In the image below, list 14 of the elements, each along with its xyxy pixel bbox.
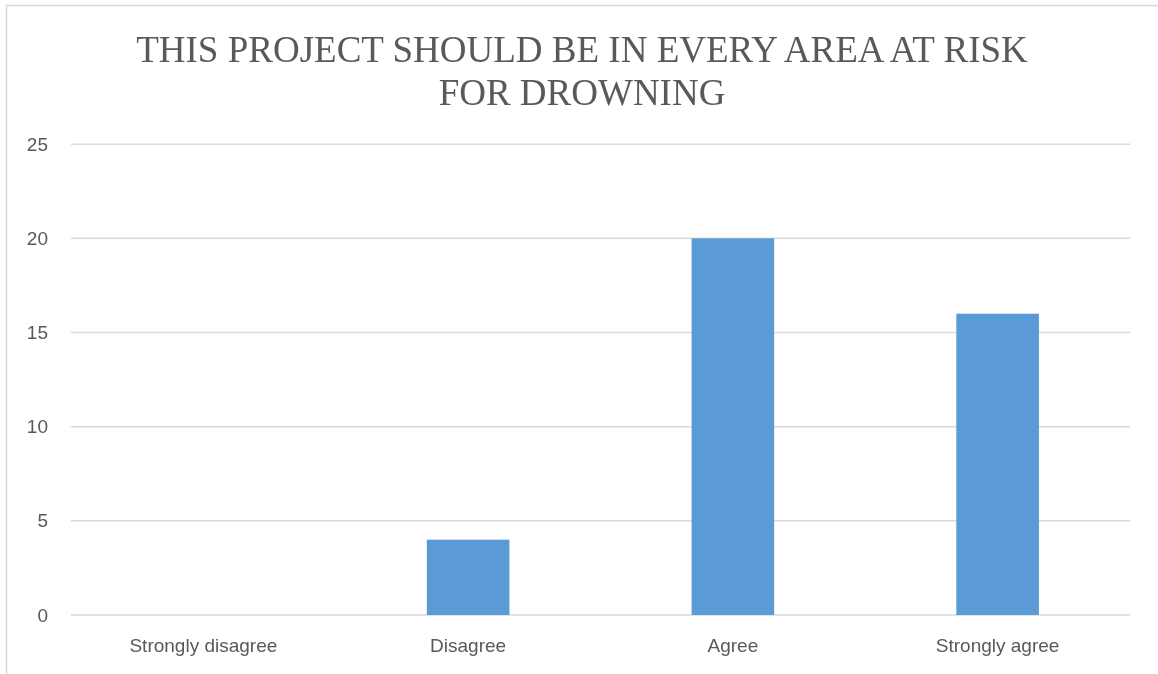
y-tick-label: 0: [37, 604, 48, 626]
x-tick-label: Strongly disagree: [129, 635, 278, 656]
chart-title: THIS PROJECT SHOULD BE IN EVERY AREA AT RISK FOR DROWNING: [136, 29, 1029, 113]
bar: [691, 238, 775, 615]
y-tick-label: 15: [26, 322, 48, 344]
y-tick-label: 10: [26, 416, 48, 438]
bar: [426, 539, 510, 615]
x-tick-label: Strongly agree: [935, 635, 1060, 656]
x-tick-label: Agree: [707, 635, 759, 656]
y-tick-label: 20: [26, 228, 48, 250]
y-tick-label: 5: [37, 510, 48, 532]
bar: [956, 313, 1039, 615]
x-tick-label: Disagree: [430, 635, 507, 656]
y-tick-label: 25: [26, 133, 48, 155]
